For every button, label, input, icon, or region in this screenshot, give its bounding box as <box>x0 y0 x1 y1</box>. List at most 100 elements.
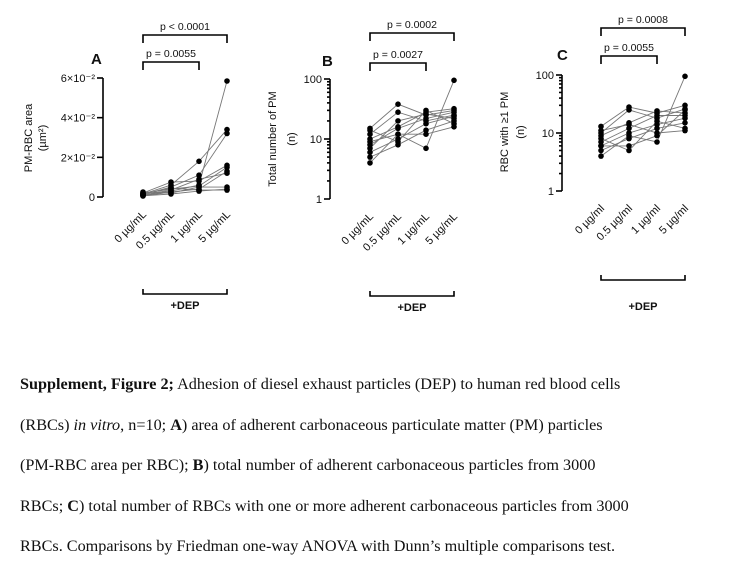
panel-c-data-point <box>654 132 660 139</box>
panel-c-data-point <box>682 107 688 113</box>
panel-a-data-point <box>196 172 202 178</box>
panel-b-data-point <box>367 154 373 160</box>
panel-c-comparison-bracket <box>600 55 658 64</box>
panel-b-y-axis-title: Total number of PM <box>267 91 279 186</box>
panel-a-y-axis-unit: (µm²) <box>37 125 49 152</box>
panel-b-p-value-label: p = 0.0002 <box>387 19 437 31</box>
panel-b-series-line <box>369 103 455 129</box>
panel-c-data-point <box>626 130 632 136</box>
caption-line-4: RBCs; C) total number of RBCs with one o… <box>20 486 725 527</box>
panel-a-data-point <box>224 164 230 171</box>
panel-c-data-point <box>598 123 604 130</box>
panel-b-data-point <box>451 109 457 115</box>
panel-c-data-point <box>598 143 604 149</box>
panel-b-series-line <box>369 111 455 135</box>
panel-b-data-point <box>367 145 373 152</box>
panel-a-data-point <box>224 170 230 176</box>
caption-text: RBCs. Comparisons by Friedman one-way AN… <box>20 537 616 555</box>
panel-c-data-point <box>654 108 660 114</box>
panel-c-group-bracket <box>600 275 686 281</box>
panel-c-series-line <box>601 109 686 147</box>
panel-a-data-point <box>140 191 146 197</box>
panel-b-data-point <box>423 131 429 137</box>
panel-b-data-point <box>423 120 429 127</box>
panel-a-series-line <box>142 80 228 196</box>
panel-b-y-tick-label: 100 <box>304 74 322 86</box>
panel-b-data-point <box>395 125 401 132</box>
panel-a-series-line <box>142 164 228 194</box>
panel-c-y-tick-label: 1 <box>548 186 554 198</box>
figure-panels: A02×10⁻²4×10⁻²6×10⁻²PM-RBC area (µm²)0 µg… <box>23 14 691 314</box>
panel-a-data-point <box>196 176 202 182</box>
panel-b-data-point <box>423 145 429 152</box>
panel-c-data-point <box>654 139 660 145</box>
caption-text: (PM-RBC area per RBC); <box>20 456 193 474</box>
panel-a-comparison-bracket <box>142 61 200 70</box>
panel-c-series-line <box>600 108 686 134</box>
panel-c-data-point <box>654 118 660 124</box>
panel-b-data-point <box>367 149 373 156</box>
panel-a-data-point <box>224 78 230 84</box>
panel-c-comparison-bracket <box>600 27 686 36</box>
panel-a-data-point <box>224 130 230 137</box>
caption-bold: A <box>170 415 182 434</box>
panel-a-data-point <box>196 187 202 193</box>
panel-b-y-axis-unit: (n) <box>286 132 298 145</box>
panel-b-series-line <box>369 111 455 146</box>
panel-b-y-tick-label: 10 <box>310 134 322 146</box>
panel-c-p-value-label: p = 0.0055 <box>604 42 654 54</box>
panel-b-data-point <box>395 131 401 137</box>
caption-label: Supplement, Figure 2; <box>20 375 174 393</box>
panel-b-data-point <box>423 115 429 122</box>
panel-b-data-point <box>451 115 457 122</box>
panel-b-comparison-bracket <box>369 62 427 71</box>
panel-a-comparison-bracket <box>142 34 228 43</box>
panel-b-group-bracket <box>369 291 455 297</box>
panel-a-series-line <box>142 129 228 195</box>
panel-b-series-line <box>369 80 455 164</box>
panel-a-y-tick-label: 2×10⁻² <box>61 152 96 164</box>
panel-b-letter: B <box>322 53 333 70</box>
panel-c-p-value-label: p = 0.0008 <box>618 14 668 26</box>
panel-a-series-line <box>142 186 227 194</box>
caption-line-3: (PM-RBC area per RBC); B) total number o… <box>20 445 725 486</box>
panel-a-data-point <box>168 185 174 191</box>
panel-b-y-tick-label: 1 <box>316 194 322 206</box>
panel-b-data-point <box>367 160 373 166</box>
panel-c-y-tick-label: 10 <box>542 128 554 140</box>
caption-text: ) total number of adherent carbonaceous … <box>203 456 596 474</box>
panel-c-data-point <box>626 121 632 128</box>
panel-c-letter: C <box>557 47 568 64</box>
panel-c-series-line <box>600 115 685 143</box>
panel-c-data-point <box>682 127 688 134</box>
panel-c-data-point <box>682 120 688 126</box>
panel-c-x-category-label: 1 µg/ml <box>629 203 663 237</box>
caption-text: (RBCs) <box>20 415 74 434</box>
figure-caption: Supplement, Figure 2; Adhesion of diesel… <box>20 364 725 567</box>
panel-b-data-point <box>367 138 373 145</box>
caption-bold: C <box>67 496 79 515</box>
caption-italic: in vitro <box>73 415 121 434</box>
panel-a-data-point <box>168 179 174 185</box>
panel-a-y-tick-label: 6×10⁻² <box>61 73 96 85</box>
panel-c-data-point <box>598 147 604 154</box>
panel-a-y-tick-label: 4×10⁻² <box>61 113 96 125</box>
caption-line-1: Supplement, Figure 2; Adhesion of diesel… <box>20 364 725 405</box>
panel-c-data-point <box>598 153 604 159</box>
panel-b-data-point <box>423 107 429 114</box>
panel-c-data-point <box>682 115 688 121</box>
panel-c-data-point <box>626 147 632 154</box>
panel-b-data-point <box>395 101 401 107</box>
panel-c-data-point <box>598 135 604 142</box>
panel-a-data-point <box>196 158 202 165</box>
panel-b-series-line <box>369 113 455 149</box>
panel-c-data-point <box>626 143 632 149</box>
panel-c-series-line <box>600 120 686 152</box>
panel-c-data-point <box>626 135 632 142</box>
panel-a-series-line <box>142 187 227 195</box>
panel-b-series-line <box>369 109 455 143</box>
panel-c-group-label: +DEP <box>628 301 657 313</box>
panel-b-series-line <box>369 108 455 140</box>
caption-text: ) area of adherent carbonaceous particul… <box>181 415 603 434</box>
caption-bold: B <box>192 456 204 474</box>
